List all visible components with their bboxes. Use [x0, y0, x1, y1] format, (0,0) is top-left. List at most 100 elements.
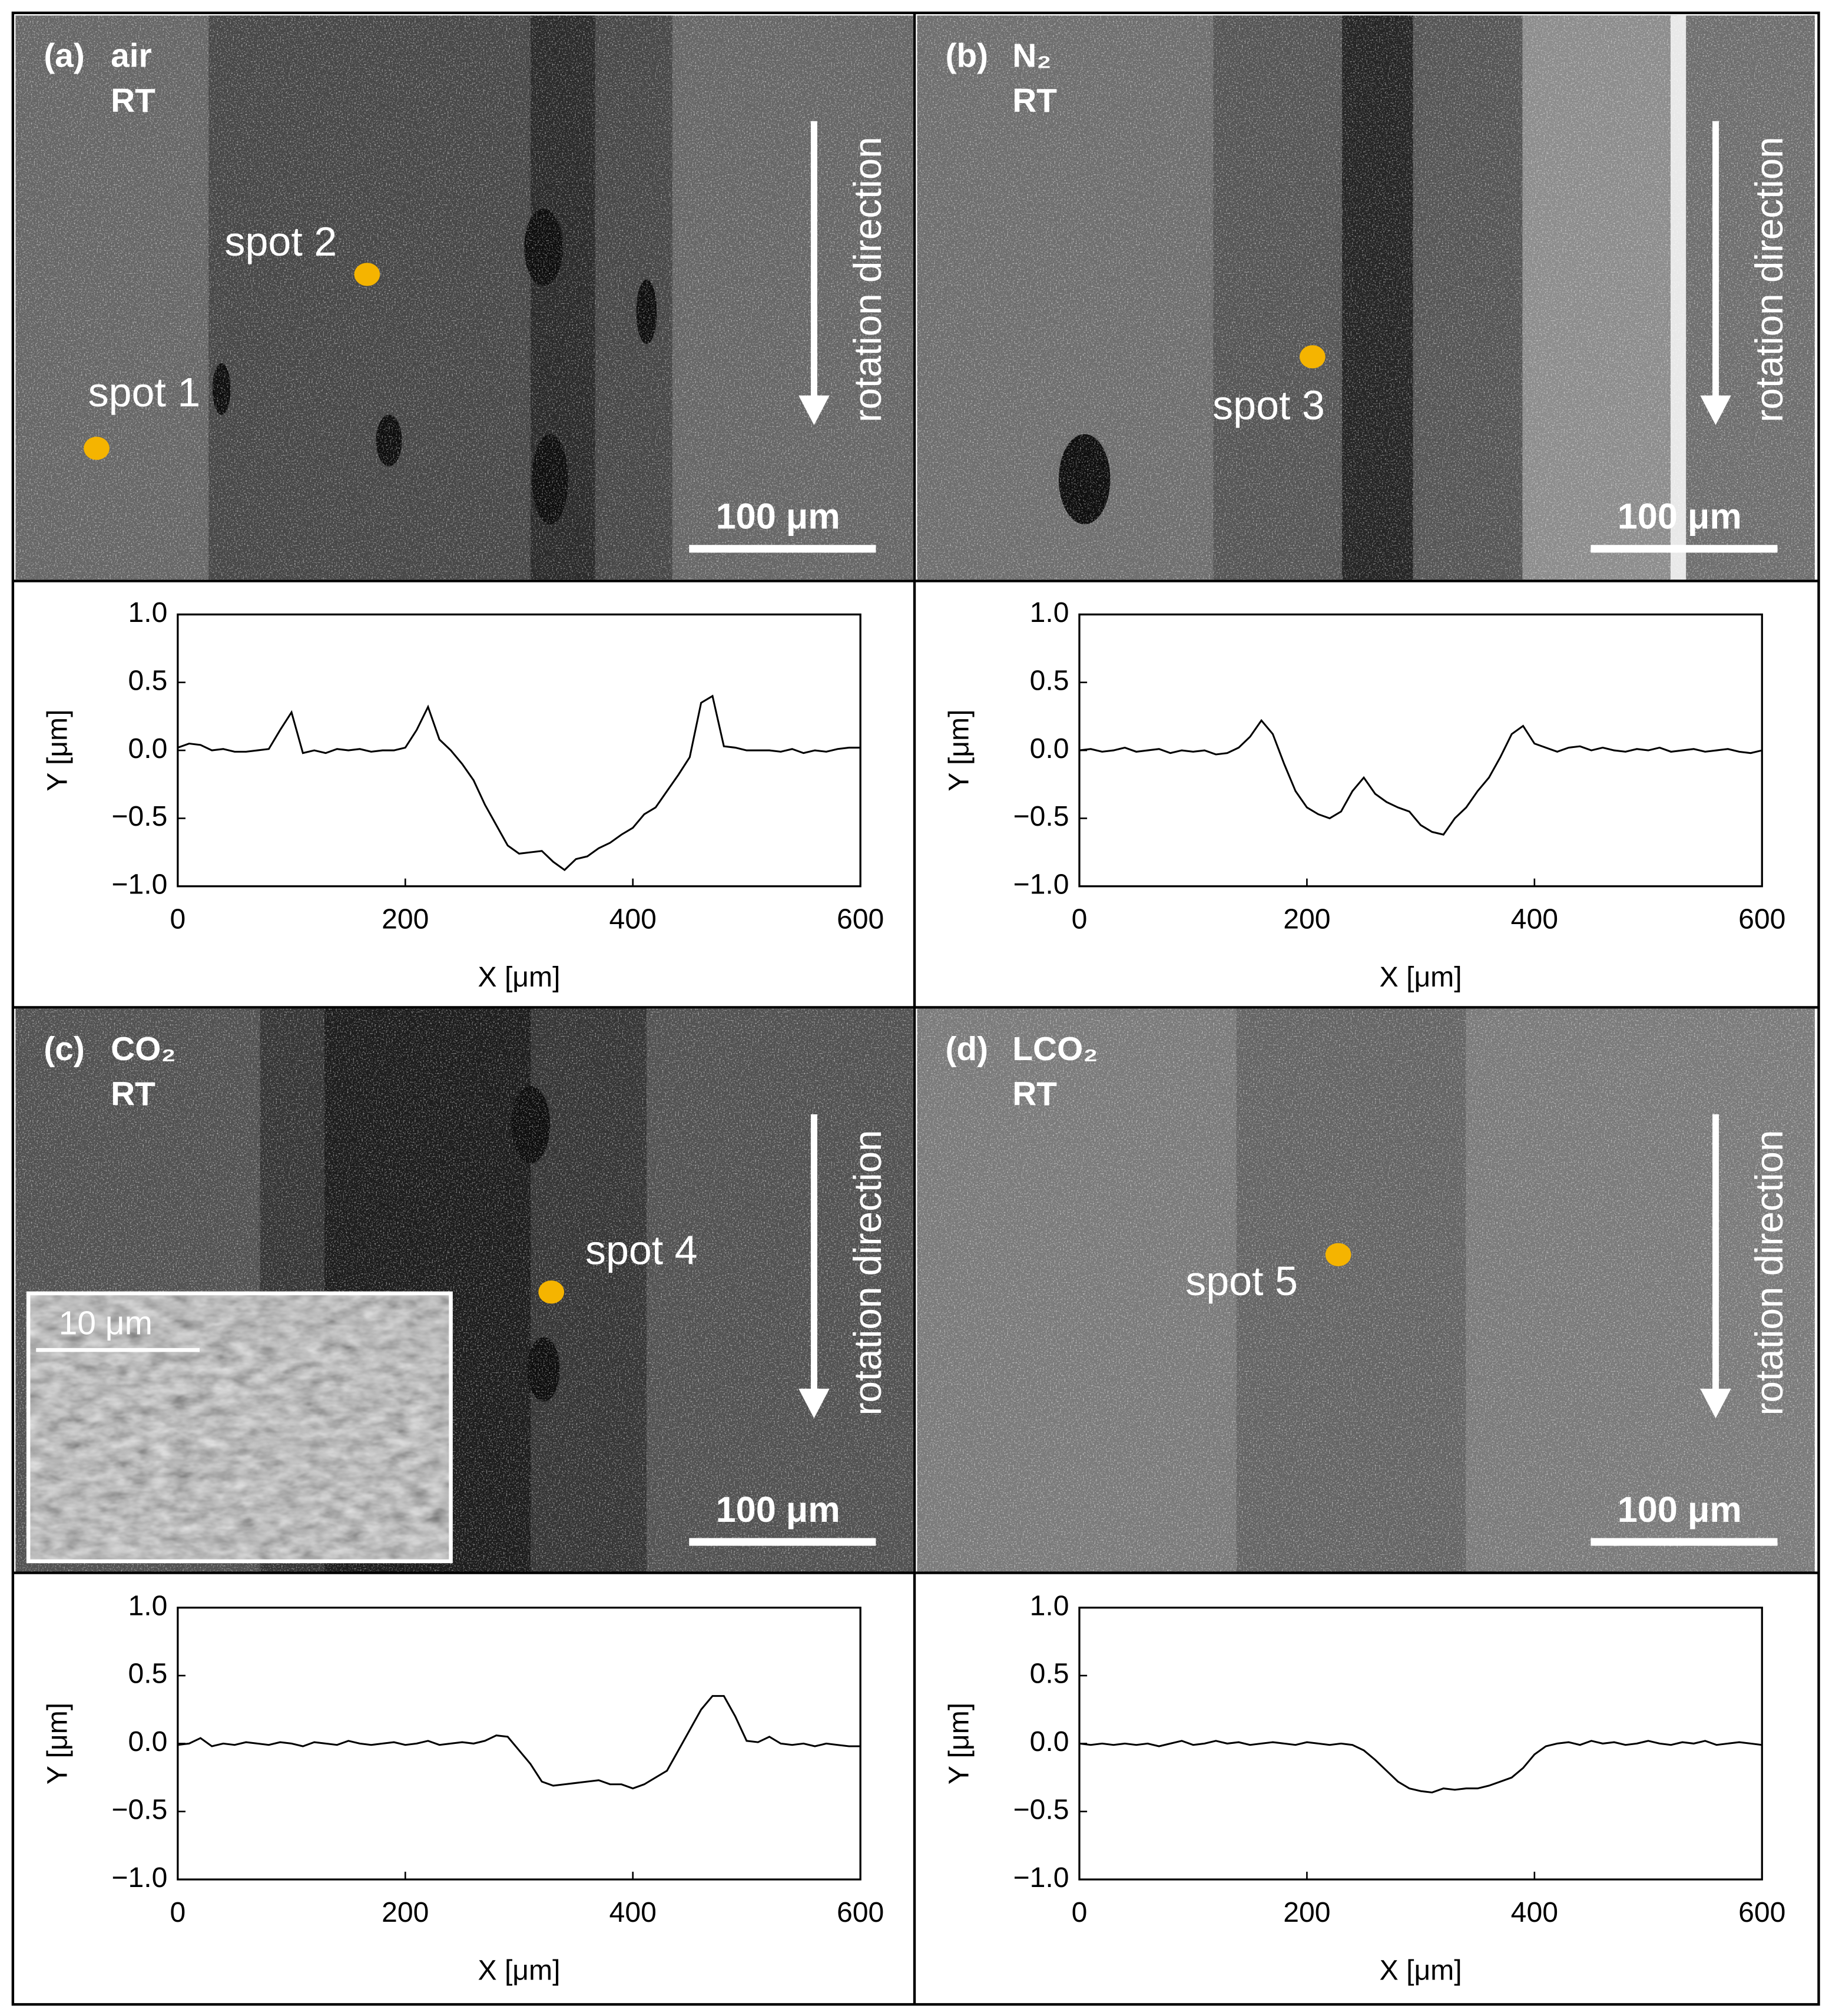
x-tick-label: 600 — [1738, 1896, 1785, 1928]
x-tick-label: 0 — [170, 903, 185, 935]
y-tick-label: 0.0 — [1030, 733, 1069, 764]
profile-chart: −1.0 −0.5 0.0 0.5 1.0 0 200 400 600 X [μm] Y [μm] — [41, 1590, 884, 1986]
scale-bar-label: 100 μm — [716, 496, 840, 537]
rotation-label: rotation direction — [846, 1130, 889, 1415]
texture — [15, 15, 913, 580]
x-tick-label: 200 — [382, 1896, 429, 1928]
y-tick-label: −0.5 — [1013, 800, 1069, 832]
panel-label: (c) — [44, 1031, 85, 1068]
arrow-head — [1700, 1388, 1731, 1419]
atmosphere-label: CO₂ — [111, 1031, 176, 1068]
x-tick-label: 400 — [1511, 903, 1558, 935]
panel-label: (b) — [945, 37, 988, 74]
atmosphere-label: LCO₂ — [1012, 1031, 1098, 1068]
spot-label: spot 3 — [1212, 382, 1325, 428]
x-axis-label: X [μm] — [478, 1954, 560, 1986]
y-tick-label: 0.5 — [128, 664, 167, 696]
panel-label: (d) — [945, 1031, 988, 1068]
scale-bar-label: 100 μm — [1618, 496, 1742, 537]
panel-label: (a) — [44, 37, 85, 74]
y-tick-label: 0.5 — [128, 1658, 167, 1690]
profile-chart: −1.0 −0.5 0.0 0.5 1.0 0 200 400 600 X [μm] Y [μm] — [943, 597, 1785, 993]
spot-label: spot 5 — [1185, 1258, 1298, 1304]
spot-label: spot 2 — [225, 219, 337, 264]
x-axis-label: X [μm] — [1380, 1954, 1462, 1986]
inset-scale-label: 10 μm — [59, 1305, 153, 1342]
y-tick-label: 1.0 — [128, 1590, 167, 1621]
x-tick-label: 600 — [837, 903, 884, 935]
y-tick-label: −0.5 — [111, 1793, 167, 1825]
scale-bar-label: 100 μm — [1618, 1489, 1742, 1530]
inset-image — [28, 1293, 451, 1561]
rotation-label: rotation direction — [1748, 137, 1791, 422]
y-tick-label: −1.0 — [111, 869, 167, 901]
spot-marker — [354, 263, 380, 286]
scale-bar-label: 100 μm — [716, 1489, 840, 1530]
atmosphere-label: N₂ — [1012, 37, 1051, 74]
spot-marker — [1325, 1243, 1351, 1267]
y-tick-label: 0.5 — [1030, 1658, 1069, 1690]
x-tick-label: 200 — [1283, 1896, 1330, 1928]
y-tick-label: 0.0 — [128, 1726, 167, 1757]
plot-frame — [177, 1607, 862, 1881]
frame — [11, 11, 1820, 2006]
sem-image: 10 μm — [15, 1008, 913, 1573]
x-tick-label: 0 — [1072, 1896, 1088, 1928]
x-axis-label: X [μm] — [478, 961, 560, 993]
y-tick-label: −0.5 — [1013, 1793, 1069, 1825]
profile-line — [177, 1695, 861, 1790]
profile-line — [1079, 719, 1762, 836]
temperature-label: RT — [1012, 1075, 1057, 1113]
profile-line — [177, 694, 861, 872]
y-tick-label: −1.0 — [111, 1862, 167, 1893]
y-axis-label: Y [μm] — [41, 709, 73, 791]
arrow-head — [798, 1388, 830, 1419]
x-tick-label: 600 — [1738, 903, 1785, 935]
x-tick-label: 400 — [609, 903, 657, 935]
spot-label: spot 1 — [88, 369, 201, 415]
temperature-label: RT — [111, 1075, 155, 1113]
y-tick-label: 1.0 — [128, 597, 167, 628]
spot-marker — [84, 436, 110, 460]
arrow-head — [1700, 395, 1731, 425]
spot-marker — [538, 1280, 565, 1304]
y-tick-label: 0.5 — [1030, 664, 1069, 696]
y-tick-label: −1.0 — [1013, 869, 1069, 901]
panels: (a) air RT rotation direction 100 μm spot 1 sp… — [15, 15, 1815, 1986]
rotation-label: rotation direction — [1748, 1130, 1791, 1415]
inset-border — [26, 1291, 453, 1564]
y-tick-label: 1.0 — [1030, 597, 1069, 628]
y-axis-label: Y [μm] — [41, 1703, 73, 1785]
x-tick-label: 0 — [1072, 903, 1088, 935]
sem-image — [917, 1008, 1815, 1573]
profile-chart: −1.0 −0.5 0.0 0.5 1.0 0 200 400 600 X [μm] Y [μm] — [41, 597, 884, 993]
temperature-label: RT — [111, 82, 155, 120]
x-tick-label: 200 — [1283, 903, 1330, 935]
profile-chart: −1.0 −0.5 0.0 0.5 1.0 0 200 400 600 X [μm] Y [μm] — [943, 1590, 1785, 1986]
y-axis-label: Y [μm] — [943, 1703, 975, 1785]
x-axis-label: X [μm] — [1380, 961, 1462, 993]
x-tick-label: 200 — [382, 903, 429, 935]
x-tick-label: 0 — [170, 1896, 185, 1928]
y-axis-label: Y [μm] — [943, 709, 975, 791]
spot-label: spot 4 — [585, 1227, 698, 1273]
temperature-label: RT — [1012, 82, 1057, 120]
inset: 10 μm — [26, 1291, 453, 1564]
arrow-head — [798, 395, 830, 425]
rotation-label: rotation direction — [846, 137, 889, 422]
y-tick-label: 0.0 — [128, 733, 167, 764]
texture — [917, 15, 1815, 580]
panel: 10 μm (c) CO₂ RT rotation direction 100 μm spo… — [15, 1008, 913, 1986]
x-tick-label: 400 — [609, 1896, 657, 1928]
panel: (d) LCO₂ RT rotation direction 100 μm spot 5 −… — [917, 1008, 1815, 1986]
plot-frame — [177, 613, 862, 888]
y-tick-label: 1.0 — [1030, 1590, 1069, 1621]
y-tick-label: −0.5 — [111, 800, 167, 832]
spot-marker — [1300, 345, 1326, 369]
x-tick-label: 400 — [1511, 1896, 1558, 1928]
sem-image — [917, 15, 1815, 580]
panel: (a) air RT rotation direction 100 μm spot 1 sp… — [15, 15, 913, 993]
x-tick-label: 600 — [837, 1896, 884, 1928]
